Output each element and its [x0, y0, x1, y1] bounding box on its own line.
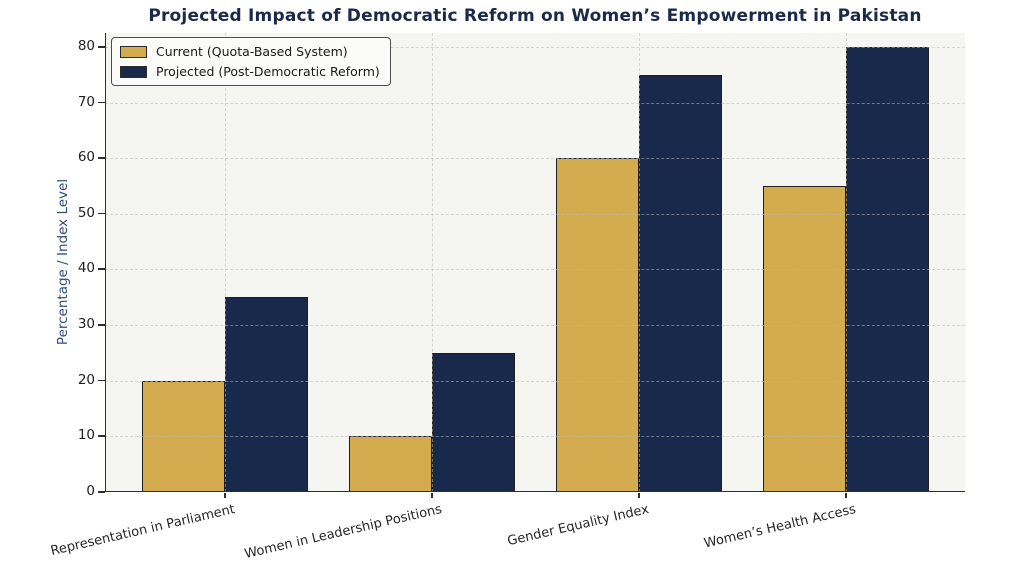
vertical-gridline-1 — [432, 33, 433, 492]
y-tick-label-20: 20 — [77, 371, 95, 388]
horizontal-gridline-80 — [105, 46, 965, 48]
legend-swatch-current — [120, 45, 147, 58]
horizontal-gridline-30 — [105, 325, 965, 327]
horizontal-gridline-70 — [105, 102, 965, 104]
y-tick-mark-70 — [98, 101, 105, 104]
y-tick-label-0: 0 — [86, 483, 95, 499]
x-tick-label-0: Representation in Parliament — [49, 502, 237, 560]
bar-projected-2 — [639, 74, 722, 492]
bar-current-3 — [763, 186, 846, 492]
y-tick-label-70: 70 — [77, 93, 95, 110]
horizontal-gridline-40 — [105, 269, 965, 271]
y-tick-label-80: 80 — [77, 37, 95, 54]
x-tick-mark-3 — [845, 493, 847, 498]
legend-item-projected: Projected (Post-Democratic Reform) — [120, 64, 380, 79]
legend: Current (Quota-Based System) Projected (… — [111, 37, 391, 86]
y-tick-label-30: 30 — [77, 316, 95, 333]
chart-title: Projected Impact of Democratic Reform on… — [148, 6, 922, 26]
x-tick-mark-2 — [638, 493, 640, 498]
y-tick-label-40: 40 — [77, 260, 95, 277]
y-tick-mark-80 — [98, 45, 105, 48]
y-tick-mark-10 — [98, 435, 105, 437]
y-tick-label-50: 50 — [77, 204, 95, 221]
y-tick-mark-60 — [98, 157, 105, 159]
horizontal-gridline-20 — [105, 380, 965, 382]
horizontal-gridline-10 — [105, 436, 965, 438]
bars-layer — [105, 33, 965, 492]
y-tick-mark-50 — [98, 212, 105, 215]
y-tick-mark-30 — [98, 324, 105, 326]
bar-current-0 — [142, 380, 225, 492]
x-tick-mark-1 — [431, 493, 433, 498]
vertical-gridline-0 — [225, 33, 226, 492]
legend-item-current: Current (Quota-Based System) — [120, 44, 380, 59]
horizontal-gridline-60 — [105, 158, 965, 160]
legend-label-current: Current (Quota-Based System) — [156, 44, 348, 59]
legend-label-projected: Projected (Post-Democratic Reform) — [156, 64, 380, 79]
grid-layer — [105, 33, 965, 492]
legend-swatch-projected — [120, 65, 147, 78]
y-tick-mark-40 — [98, 268, 105, 271]
vertical-gridline-3 — [846, 33, 847, 492]
plot-area: Current (Quota-Based System) Projected (… — [105, 33, 965, 492]
x-tick-mark-0 — [224, 493, 226, 498]
y-tick-mark-0 — [98, 491, 105, 493]
y-tick-label-10: 10 — [77, 427, 95, 444]
horizontal-gridline-50 — [105, 213, 965, 215]
vertical-gridline-2 — [639, 33, 640, 492]
y-tick-mark-20 — [98, 379, 105, 382]
y-tick-label-60: 60 — [77, 149, 95, 166]
